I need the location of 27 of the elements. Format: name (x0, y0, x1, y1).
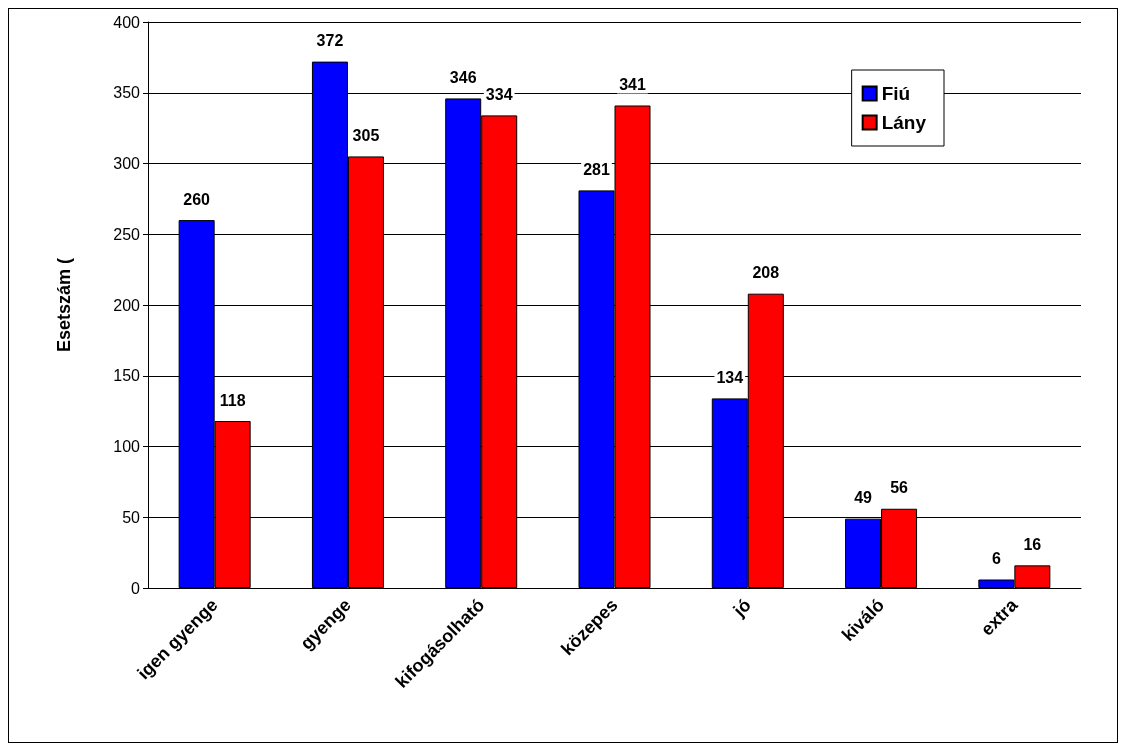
data-label: 305 (352, 126, 380, 144)
y-tick-label: 200 (113, 296, 141, 314)
data-label: 118 (219, 391, 246, 409)
x-tick-label: jó (728, 594, 755, 622)
data-label: 260 (183, 190, 211, 208)
data-label: 6 (991, 550, 1001, 568)
data-label: 372 (316, 32, 344, 50)
data-label: 208 (752, 264, 780, 282)
data-label: 281 (583, 160, 610, 178)
data-label: 341 (619, 75, 646, 93)
data-label: 56 (890, 479, 909, 497)
data-label: 334 (485, 85, 513, 103)
y-tick-label: 0 (131, 579, 141, 597)
data-label: 346 (449, 68, 477, 86)
data-label: 49 (854, 489, 873, 507)
data-label: 16 (1023, 535, 1042, 553)
y-tick-label: 100 (113, 438, 141, 455)
legend-label: Fiú (881, 83, 911, 104)
y-tick-label: 400 (113, 13, 141, 31)
y-tick-label: 150 (113, 367, 141, 385)
y-axis-title: Esetszám ( (54, 257, 74, 353)
y-tick-label: 350 (113, 84, 141, 102)
data-label: 134 (716, 368, 744, 386)
y-tick-label: 250 (113, 225, 141, 243)
y-tick-label: 50 (122, 508, 141, 526)
y-tick-label: 300 (113, 155, 141, 172)
legend-label: Lány (881, 112, 927, 133)
